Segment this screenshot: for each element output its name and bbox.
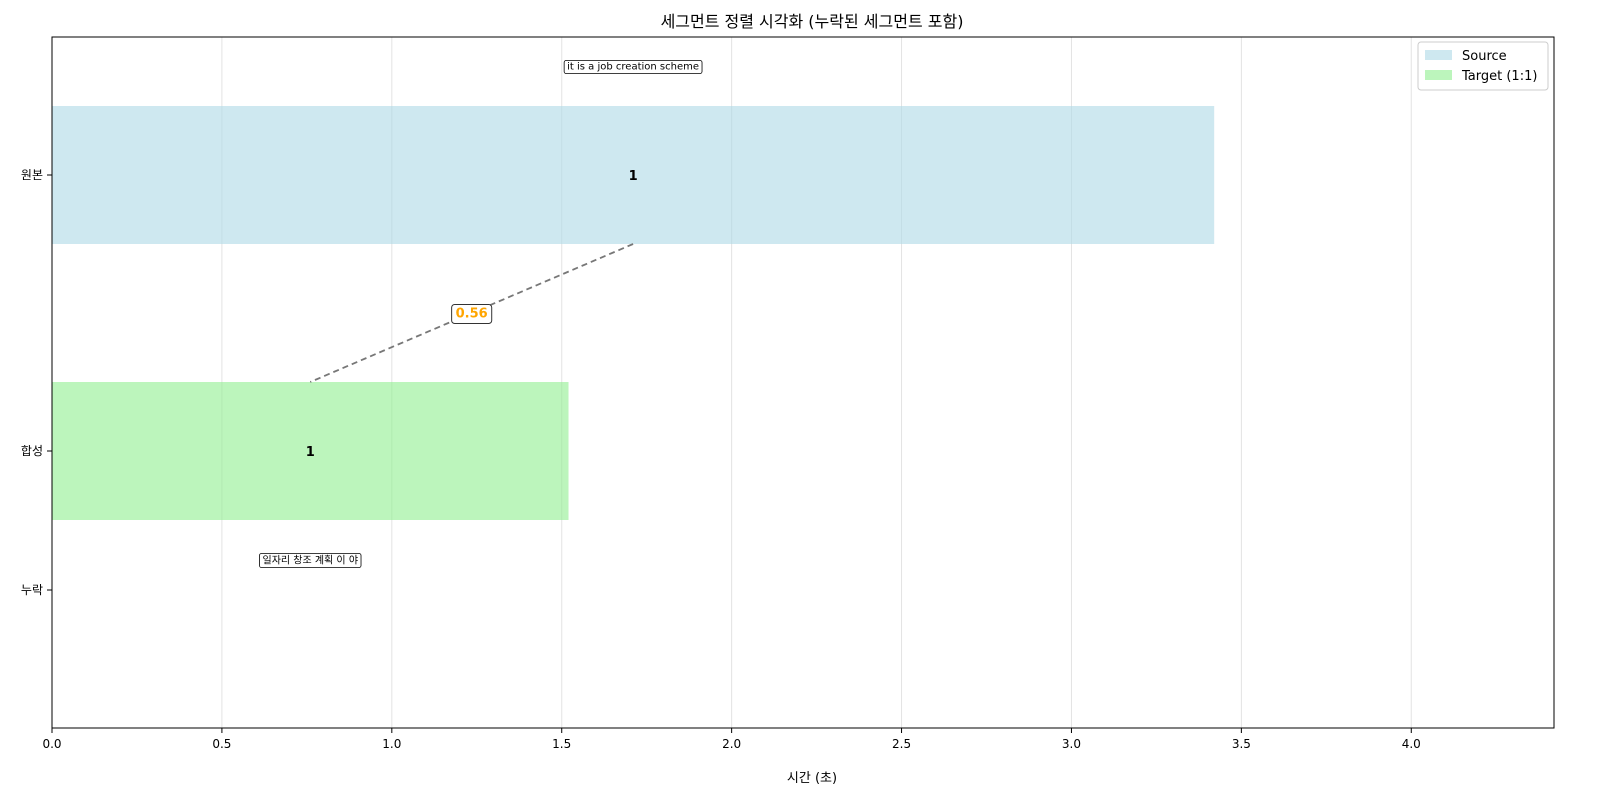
segment-bar: [52, 382, 569, 520]
alignment-links: 0.56: [309, 243, 634, 383]
source-text-label: it is a job creation scheme: [563, 60, 703, 74]
x-tick-label: 0.5: [212, 737, 231, 751]
target-text-label-text: 일자리 창조 계획 이 야: [263, 555, 359, 567]
source-text-label-box: [563, 60, 703, 74]
x-axis-ticks: 0.0 0.5 1.0 1.5 2.0 2.5 3.0 3.5 4.0: [42, 728, 1421, 751]
target-text-label: 일자리 창조 계획 이 야: [259, 553, 362, 568]
segment-bar: [52, 106, 1215, 244]
x-tick-label: 4.0: [1402, 737, 1421, 751]
segment-number: 1: [629, 169, 638, 184]
alignment-score-text: 0.56: [456, 307, 488, 322]
segment-number: 1: [306, 445, 315, 460]
legend-swatch: [1425, 70, 1452, 80]
x-axis-label: 시간 (초): [787, 771, 837, 786]
legend: Source Target (1:1): [1417, 41, 1549, 91]
legend-label: Source: [1462, 49, 1507, 64]
y-tick-label: 합성: [21, 444, 43, 458]
x-tick-label: 1.0: [382, 737, 401, 751]
x-tick-label: 3.5: [1232, 737, 1251, 751]
target-text-label-box: [259, 553, 362, 568]
chart-title: 세그먼트 정렬 시각화 (누락된 세그먼트 포함): [661, 12, 964, 31]
legend-label: Target (1:1): [1461, 69, 1537, 84]
source-text-label-text: it is a job creation scheme: [567, 62, 699, 73]
alignment-score: 0.56: [451, 304, 493, 324]
x-tick-label: 2.5: [892, 737, 911, 751]
y-tick-label: 누락: [21, 583, 43, 597]
x-tick-label: 0.0: [42, 737, 61, 751]
y-tick-label: 원본: [21, 168, 43, 182]
legend-swatch: [1425, 50, 1452, 60]
x-tick-label: 3.0: [1062, 737, 1081, 751]
plot-frame: [51, 36, 1555, 729]
x-tick-label: 2.0: [722, 737, 741, 751]
segment-bars: 1 it is a job creation scheme 1 일자리 창조 계획 이…: [52, 60, 1215, 568]
alignment-score-box: [451, 304, 493, 324]
x-tick-label: 1.5: [552, 737, 571, 751]
